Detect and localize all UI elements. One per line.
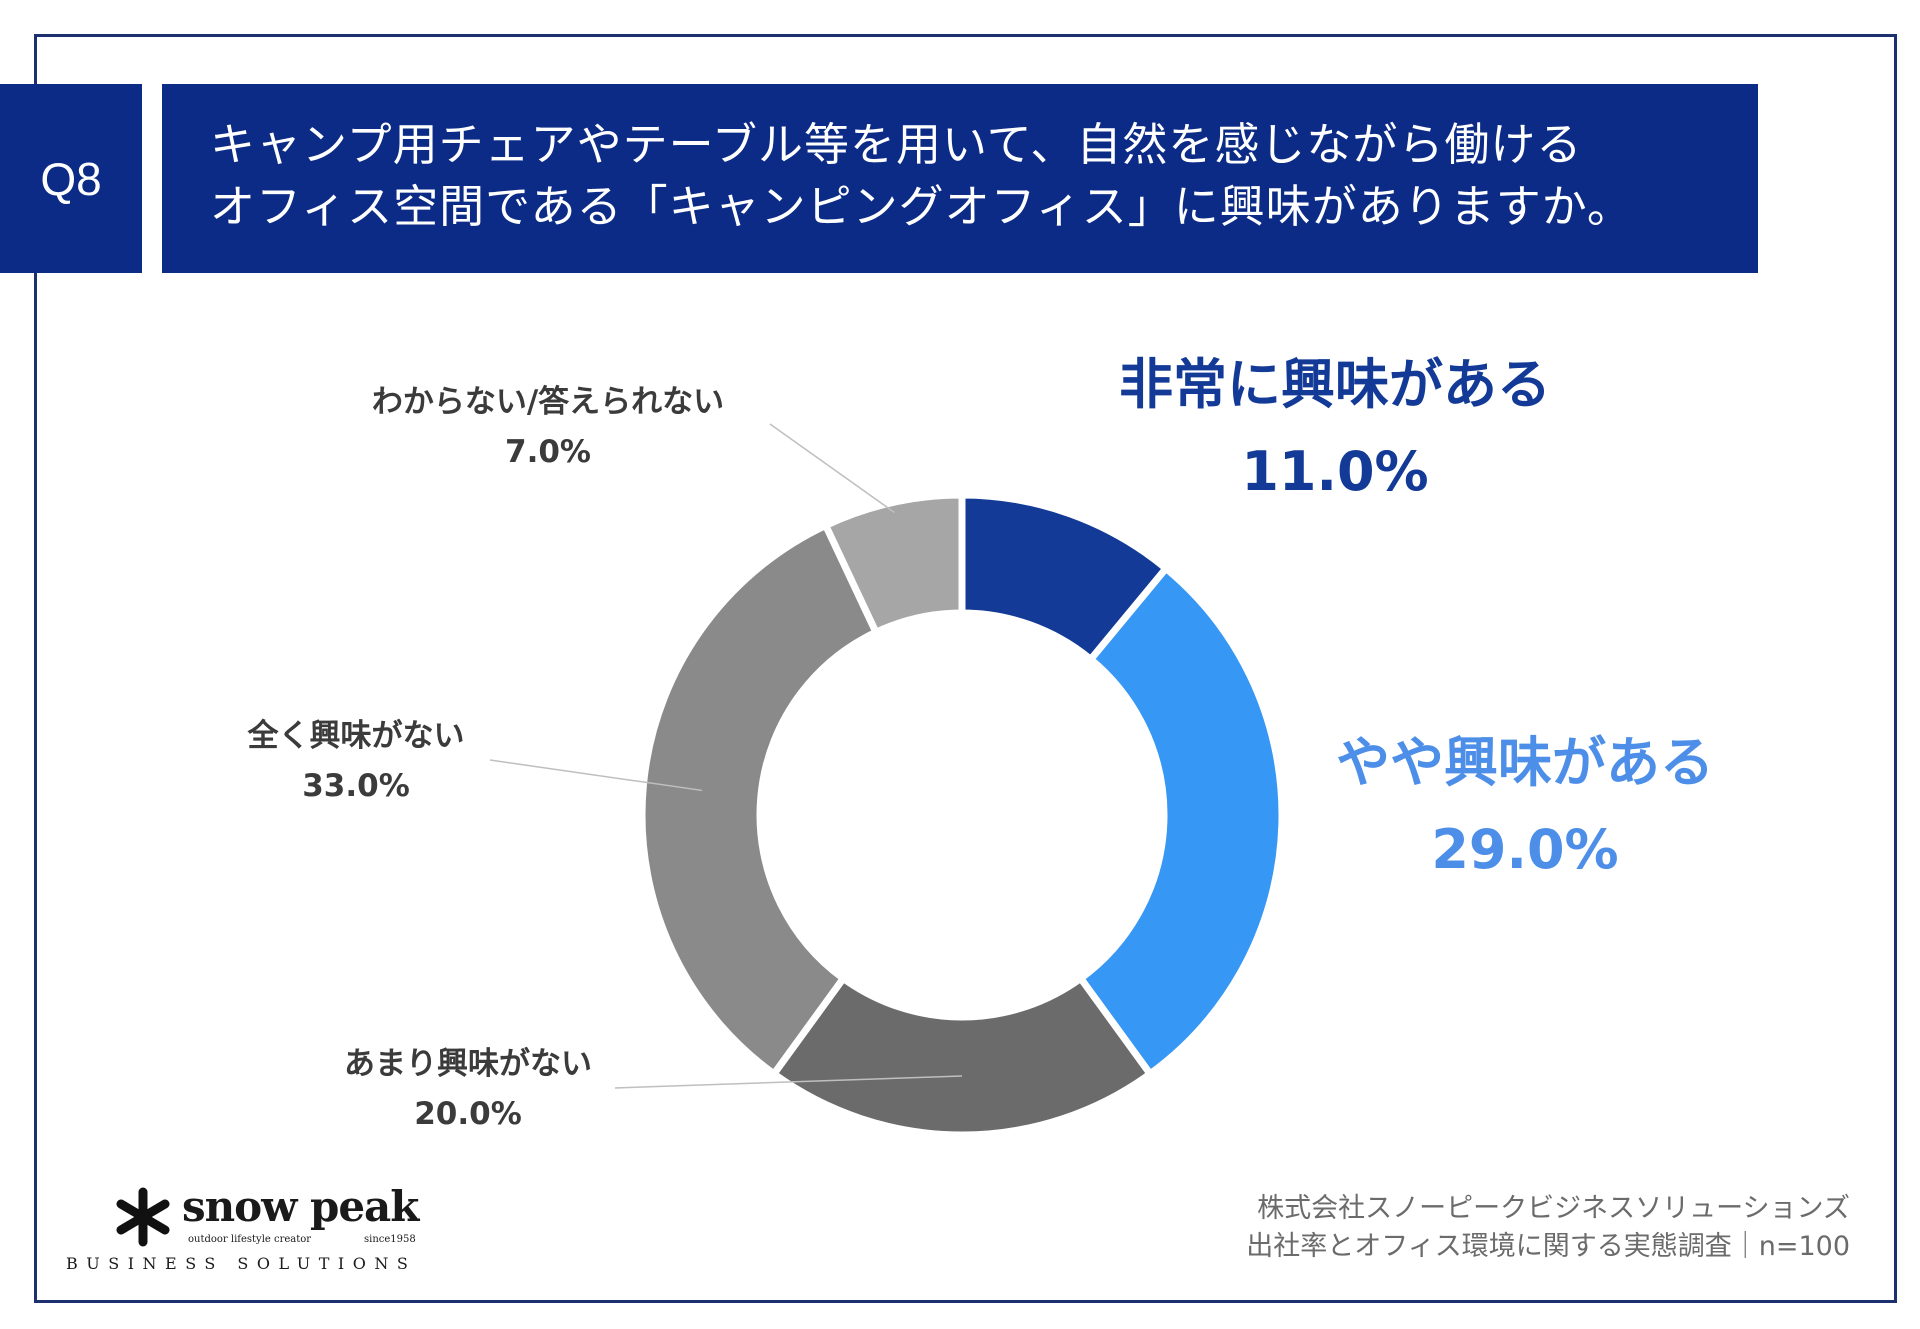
leader-line-not-interested — [489, 759, 703, 792]
slice-value-not-interested: 33.0% — [302, 768, 410, 804]
question-line-1: キャンプ用チェアやテーブル等を用いて、自然を感じながら働ける — [210, 118, 1583, 171]
snowflake-asterisk-icon — [116, 1187, 170, 1247]
logo-division: BUSINESS SOLUTIONS — [66, 1254, 417, 1273]
leader-line-dont-know — [769, 423, 895, 514]
source-line-1: 株式会社スノーピークビジネスソリューションズ — [1257, 1193, 1850, 1224]
company-logo: snow peak outdoor lifestyle creator sinc… — [66, 1182, 446, 1282]
question-line-2: オフィス空間である「キャンピングオフィス」に興味がありますか。 — [210, 180, 1633, 233]
slice-label-very-interested: 非常に興味がある — [1119, 340, 1551, 419]
slice-value: 29.0% — [1431, 818, 1619, 881]
question-number-badge: Q8 — [0, 84, 142, 273]
page-frame — [34, 34, 1897, 1303]
slice-dont-know — [821, 491, 966, 637]
slice-name: やや興味がある — [1336, 731, 1714, 794]
slice-label-somewhat-interested: やや興味がある — [1336, 718, 1714, 797]
slice-not-very-interested — [769, 973, 1155, 1139]
slice-name: あまり興味がない — [344, 1046, 592, 1082]
slice-value-very-interested: 11.0% — [1241, 440, 1428, 503]
slice-label-not-interested: 全く興味がない — [248, 710, 465, 755]
leader-line-not-very-interested — [614, 1075, 963, 1089]
source-note: 株式会社スノーピークビジネスソリューションズ 出社率とオフィス環境に関する実態調… — [1246, 1190, 1850, 1266]
slice-label-dont-know: わからない/答えられない — [372, 376, 724, 421]
slice-value: 11.0% — [1241, 440, 1429, 503]
slice-name: 非常に興味がある — [1119, 353, 1551, 416]
logo-name: snow peak — [182, 1182, 419, 1231]
slice-value: 20.0% — [414, 1096, 522, 1132]
slice-value: 33.0% — [302, 768, 410, 804]
logo-tagline: outdoor lifestyle creator — [188, 1234, 312, 1245]
slice-label-not-very-interested: あまり興味がない — [344, 1038, 592, 1083]
slice-value-somewhat-interested: 29.0% — [1431, 818, 1618, 881]
slice-name: わからない/答えられない — [371, 384, 725, 420]
slice-not-interested — [638, 520, 881, 1079]
slice-value-dont-know: 7.0% — [505, 434, 591, 470]
source-line-2: 出社率とオフィス環境に関する実態調査｜n=100 — [1246, 1231, 1850, 1262]
slice-value: 7.0% — [505, 434, 591, 470]
slice-name: 全く興味がない — [247, 718, 465, 754]
slice-somewhat-interested — [1075, 563, 1286, 1079]
slice-value-not-very-interested: 20.0% — [414, 1096, 522, 1132]
question-number: Q8 — [40, 152, 102, 205]
logo-since: since1958 — [364, 1234, 416, 1245]
question-banner: キャンプ用チェアやテーブル等を用いて、自然を感じながら働ける オフィス空間である… — [162, 84, 1758, 273]
